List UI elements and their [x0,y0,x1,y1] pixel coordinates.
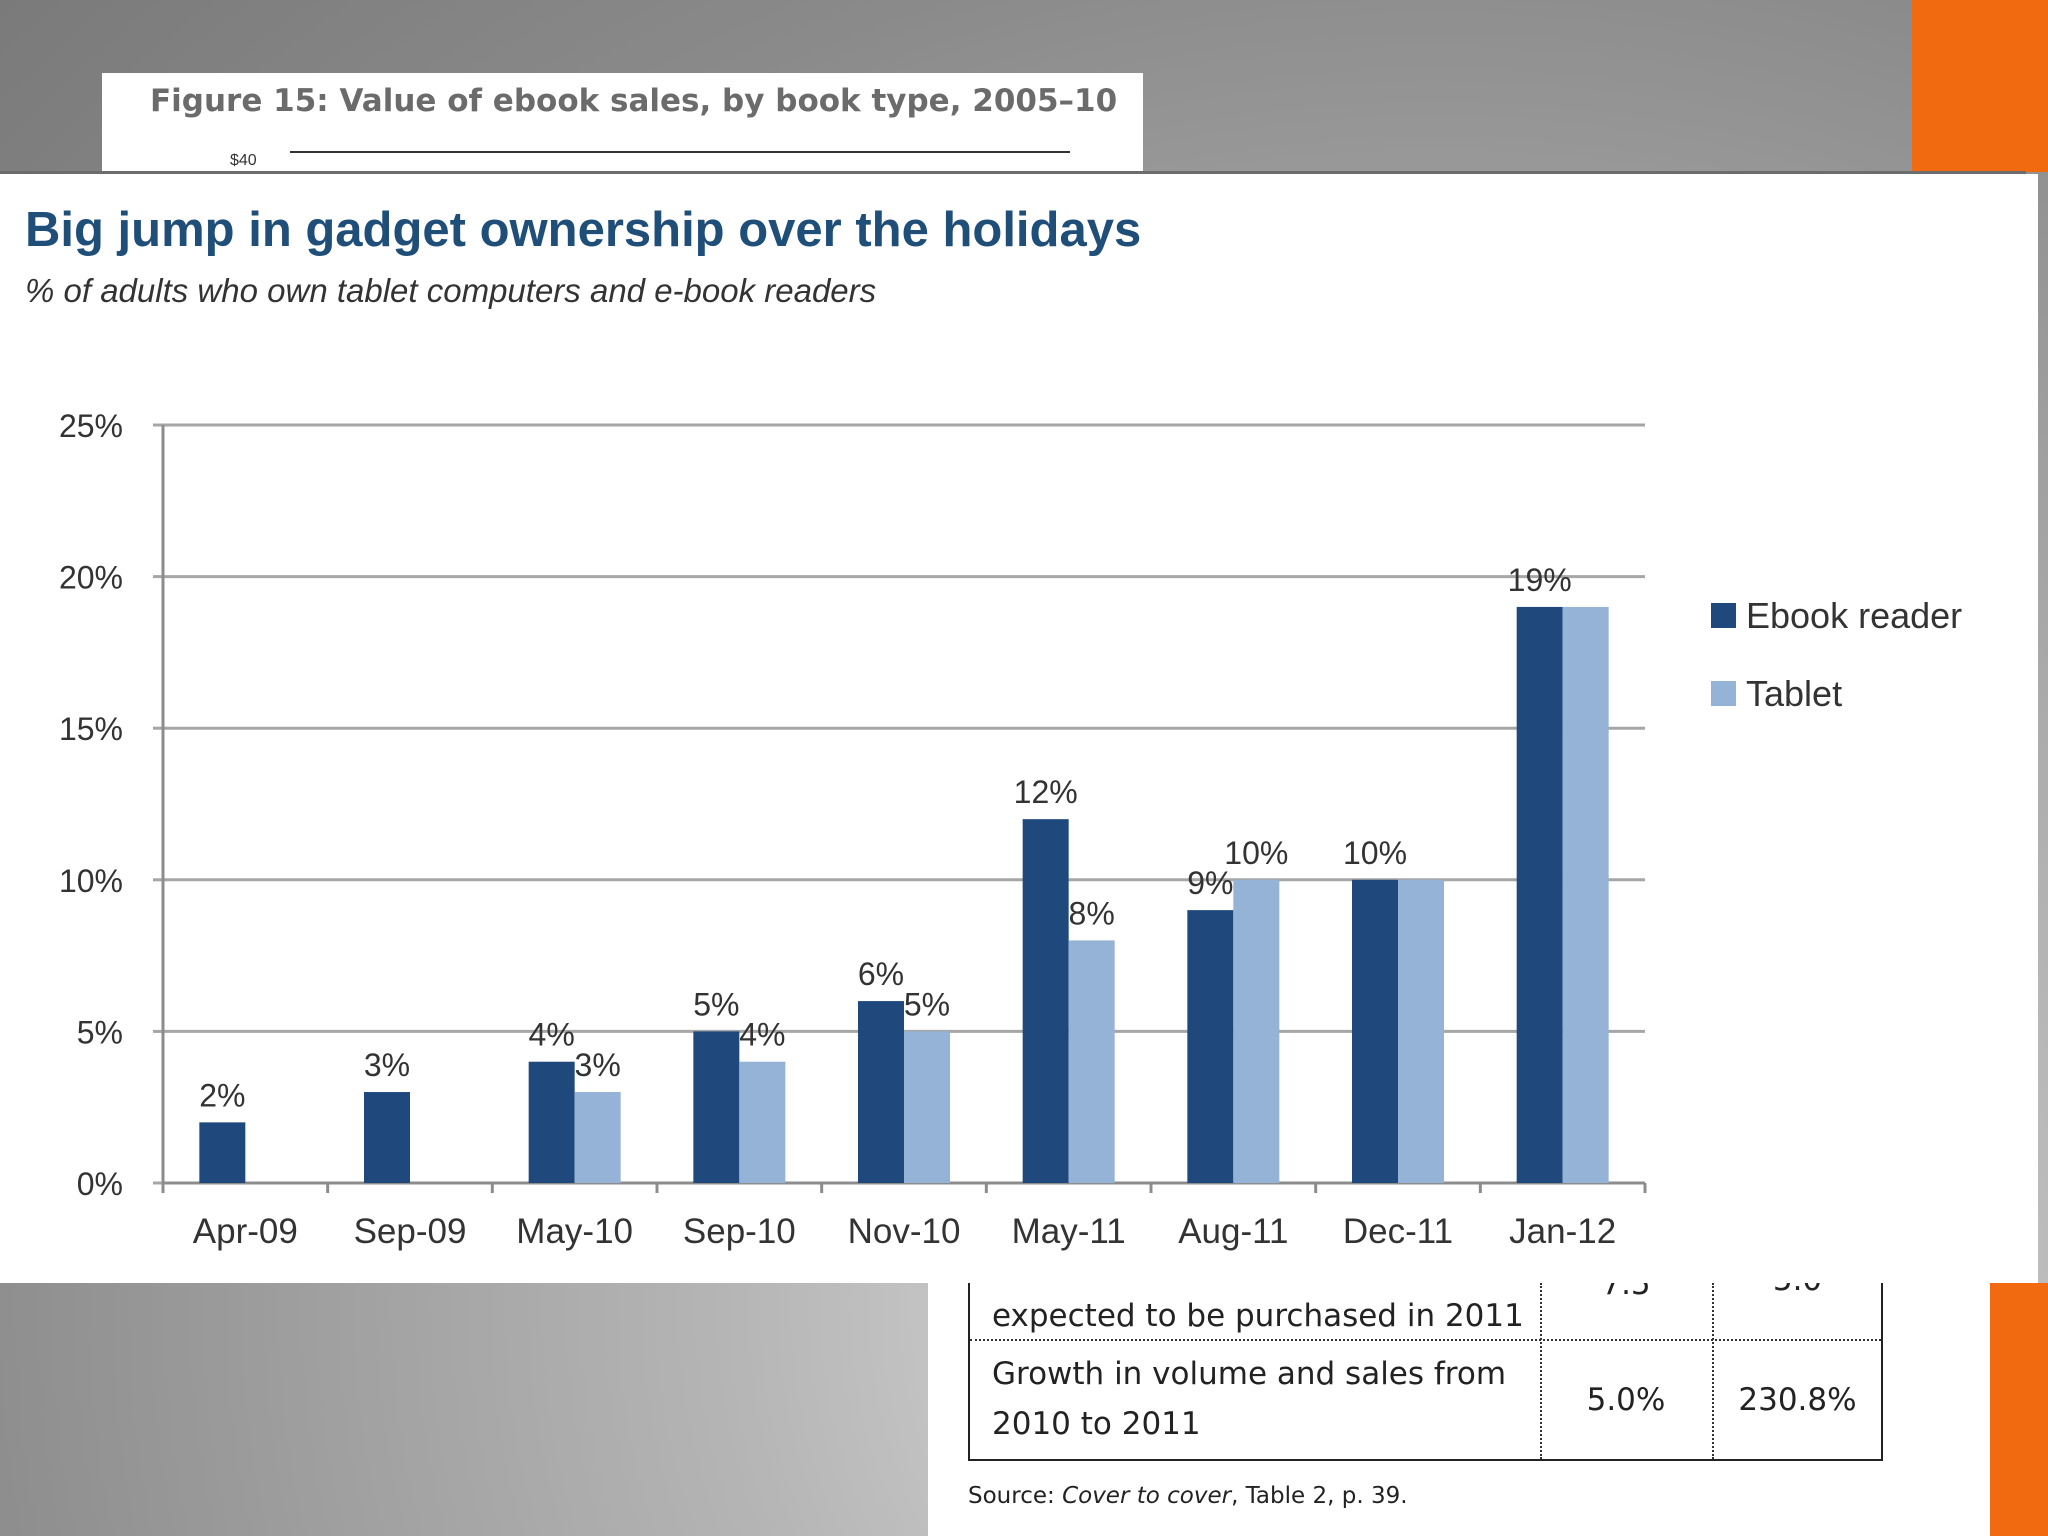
x-tick-label: Apr-09 [193,1212,298,1251]
bar-tablet [1068,940,1115,1183]
y-tick-label: 20% [59,560,123,596]
y-tick-label: 15% [59,711,123,747]
background-figure-panel: Figure 15: Value of ebook sales, by book… [102,73,1143,171]
data-label-ebook-reader: 12% [1014,774,1078,810]
data-label-ebook-reader: 2% [199,1077,245,1113]
bar-tablet [739,1061,786,1183]
legend-swatch-tablet [1711,681,1736,706]
x-tick-label: Sep-10 [683,1212,796,1251]
table-cell-label: Growth in volume and sales from [992,1356,1507,1392]
chart-panel: Big jump in gadget ownership over the ho… [0,174,2038,1283]
x-tick-label: Dec-11 [1343,1212,1453,1251]
bar-ebook-reader [364,1092,410,1183]
bar-ebook-reader [1516,606,1563,1183]
bar-tablet [1233,879,1280,1183]
background-figure-axis [290,151,1070,153]
bar-ebook-reader [1352,879,1398,1183]
table-cell-label: expected to be purchased in 2011 [992,1298,1524,1334]
background-figure-axis-label: $40 [230,153,257,169]
x-tick-label: Nov-10 [848,1212,961,1251]
table-cell-clip: 7.5 [1540,1283,1712,1309]
table-row: expected to be purchased in 2011 7.5 5.0 [970,1283,1881,1341]
bar-tablet [1562,606,1609,1183]
table-cell-value: 5.0% [1586,1382,1666,1418]
source-title: Cover to cover [1062,1483,1232,1509]
x-tick-label: Jan-12 [1509,1212,1616,1251]
bar-ebook-reader [858,1001,904,1183]
background-table-panel: expected to be purchased in 2011 7.5 5.0… [928,1283,1990,1536]
legend-label-tablet: Tablet [1746,673,1842,714]
table-cell-value: 230.8% [1738,1382,1857,1418]
table-cell-value: 5.0 [1712,1283,1883,1305]
data-label-ebook-reader: 19% [1508,562,1572,598]
data-label-ebook-reader: 3% [364,1047,410,1083]
bar-tablet [574,1092,621,1183]
legend-label-ebook-reader: Ebook reader [1746,595,1962,636]
data-label-ebook-reader: 5% [693,986,739,1022]
table-divider [1540,1283,1542,1459]
bar-ebook-reader [528,1061,575,1183]
data-label-tablet: 4% [739,1017,785,1053]
accent-bar-top [1912,0,2048,172]
legend-swatch-ebook-reader [1711,603,1736,628]
accent-bar-bottom [1990,1283,2048,1536]
bar-tablet [1398,879,1444,1183]
source-prefix: Source: [968,1483,1063,1509]
y-tick-label: 25% [59,408,123,444]
table-cell-clip: 5.0 [1712,1283,1883,1305]
bar-ebook-reader [199,1122,246,1183]
data-label-tablet: 5% [904,986,950,1022]
data-label-ebook-reader: 6% [858,956,904,992]
table-row: Growth in volume and sales from 2010 to … [970,1341,1881,1459]
chart-subtitle: % of adults who own tablet computers and… [25,272,877,309]
y-tick-label: 0% [77,1166,123,1202]
x-tick-label: May-11 [1012,1212,1126,1251]
data-table: expected to be purchased in 2011 7.5 5.0… [968,1283,1883,1461]
data-label-tablet: 8% [1069,895,1115,931]
table-cell-label: 2010 to 2011 [992,1406,1201,1442]
data-label-ebook-reader: 4% [529,1017,575,1053]
x-tick-label: Sep-09 [354,1212,467,1251]
y-tick-label: 5% [77,1014,123,1050]
source-suffix: , Table 2, p. 39. [1231,1483,1408,1509]
bar-chart: 0%5%10%15%20%25%2%Apr-093%Sep-094%3%May-… [59,408,1962,1251]
data-label-ebook-reader: 9% [1187,865,1233,901]
x-tick-label: May-10 [516,1212,633,1251]
table-source: Source: Cover to cover, Table 2, p. 39. [968,1483,1408,1509]
bar-ebook-reader [1022,819,1069,1183]
x-tick-label: Aug-11 [1178,1212,1288,1251]
y-tick-label: 10% [59,863,123,899]
bar-ebook-reader [693,1031,740,1183]
bar-tablet [904,1031,950,1183]
table-cell-value: 7.5 [1601,1283,1651,1302]
chart-title: Big jump in gadget ownership over the ho… [25,203,1142,257]
divider-line [0,171,2026,174]
background-figure-title: Figure 15: Value of ebook sales, by book… [150,83,1118,119]
bar-ebook-reader [1187,910,1234,1183]
data-label-tablet: 10% [1224,835,1288,871]
data-label-ebook-reader: 10% [1343,835,1407,871]
table-divider [1712,1283,1714,1459]
data-label-tablet: 3% [575,1047,621,1083]
